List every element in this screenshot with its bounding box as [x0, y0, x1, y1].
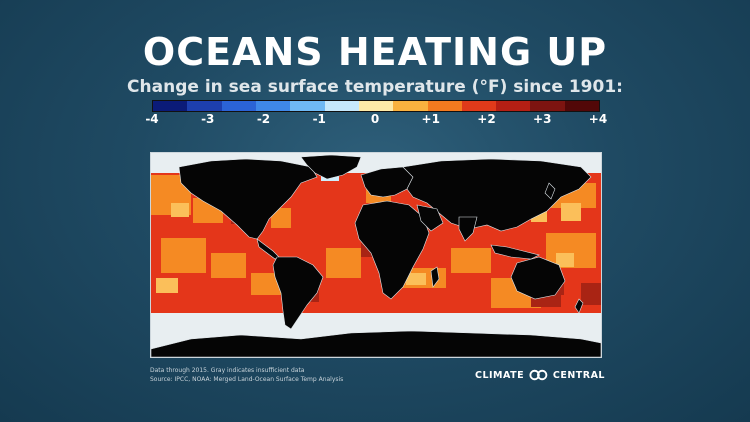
europe	[360, 166, 414, 198]
scale-tick-label: +3	[533, 112, 552, 126]
color-scale-bar	[152, 100, 600, 112]
india	[458, 216, 478, 242]
scale-tick-label: -2	[256, 112, 271, 126]
landmasses	[151, 154, 601, 357]
scale-swatch	[153, 101, 188, 111]
japan	[544, 182, 556, 200]
scale-swatch	[393, 101, 428, 111]
scale-swatch	[427, 101, 462, 111]
scale-tick-label: -1	[312, 112, 326, 126]
asia	[402, 158, 592, 232]
scale-swatch	[324, 101, 359, 111]
scale-swatch	[358, 101, 394, 111]
scale-swatch	[530, 101, 565, 111]
scale-tick-label: +2	[477, 112, 496, 126]
madagascar	[430, 266, 440, 288]
antarctica	[151, 330, 601, 357]
north-america	[178, 158, 318, 240]
logo-rings-icon	[529, 369, 548, 381]
new-zealand	[574, 298, 584, 314]
scale-swatch	[221, 101, 256, 111]
south-america	[272, 256, 324, 330]
scale-swatch	[255, 101, 291, 111]
scale-tick-label: -3	[201, 112, 215, 126]
greenland	[300, 154, 362, 180]
world-temperature-map	[150, 152, 602, 358]
scale-tick-label: +4	[588, 112, 608, 126]
arabia	[416, 204, 444, 232]
scale-swatch	[461, 101, 497, 111]
climate-central-logo: CLIMATE CENTRAL	[475, 368, 605, 382]
australia	[510, 256, 566, 300]
logo-text-right: CENTRAL	[552, 369, 605, 381]
scale-tick-label: 0	[370, 112, 380, 126]
scale-tick-label: -4	[145, 112, 159, 126]
indonesia	[490, 244, 540, 260]
logo-text-left: CLIMATE	[475, 369, 525, 381]
footnote-source: Source: IPCC, NOAA: Merged Land-Ocean Su…	[150, 376, 344, 383]
infographic-title: OCEANS HEATING UP	[142, 30, 608, 74]
infographic-subtitle: Change in sea surface temperature (°F) s…	[127, 77, 623, 97]
africa	[354, 200, 430, 300]
scale-swatch	[496, 101, 531, 111]
color-scale-labels: -4 -3 -2 -1 0 +1 +2 +3 +4	[140, 112, 610, 128]
world-map-svg	[151, 153, 601, 357]
scale-tick-label: +1	[421, 112, 440, 126]
scale-swatch	[187, 101, 222, 111]
scale-swatch	[290, 101, 325, 111]
scale-swatch	[564, 101, 600, 111]
footnote-data-note: Data through 2015. Gray indicates insuff…	[150, 367, 305, 374]
footnote: Data through 2015. Gray indicates insuff…	[150, 366, 343, 384]
